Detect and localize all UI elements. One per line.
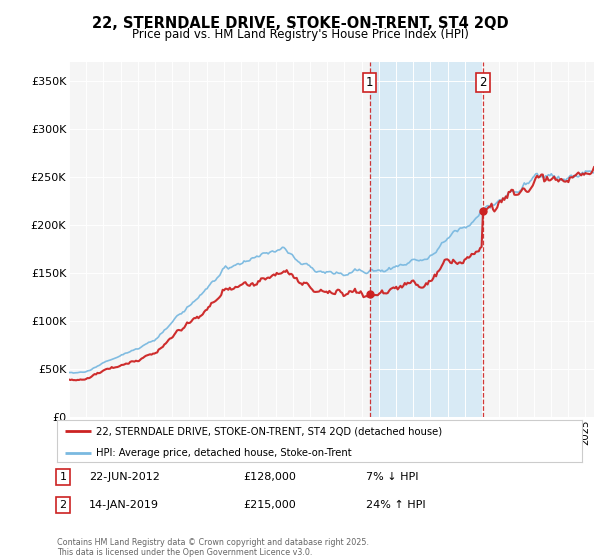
Text: 1: 1 (366, 76, 373, 89)
Text: 22, STERNDALE DRIVE, STOKE-ON-TRENT, ST4 2QD: 22, STERNDALE DRIVE, STOKE-ON-TRENT, ST4… (92, 16, 508, 31)
Text: 2: 2 (59, 500, 67, 510)
Text: 22-JUN-2012: 22-JUN-2012 (89, 472, 160, 482)
Text: Price paid vs. HM Land Registry's House Price Index (HPI): Price paid vs. HM Land Registry's House … (131, 28, 469, 41)
Text: 14-JAN-2019: 14-JAN-2019 (89, 500, 159, 510)
Text: 22, STERNDALE DRIVE, STOKE-ON-TRENT, ST4 2QD (detached house): 22, STERNDALE DRIVE, STOKE-ON-TRENT, ST4… (97, 426, 443, 436)
Bar (370, 62, 483, 417)
Text: 24% ↑ HPI: 24% ↑ HPI (366, 500, 425, 510)
Text: 2: 2 (479, 76, 487, 89)
Text: 1: 1 (59, 472, 67, 482)
Text: £215,000: £215,000 (243, 500, 296, 510)
Text: Contains HM Land Registry data © Crown copyright and database right 2025.
This d: Contains HM Land Registry data © Crown c… (57, 538, 369, 557)
Text: HPI: Average price, detached house, Stoke-on-Trent: HPI: Average price, detached house, Stok… (97, 448, 352, 458)
Text: 7% ↓ HPI: 7% ↓ HPI (366, 472, 419, 482)
Text: £128,000: £128,000 (243, 472, 296, 482)
